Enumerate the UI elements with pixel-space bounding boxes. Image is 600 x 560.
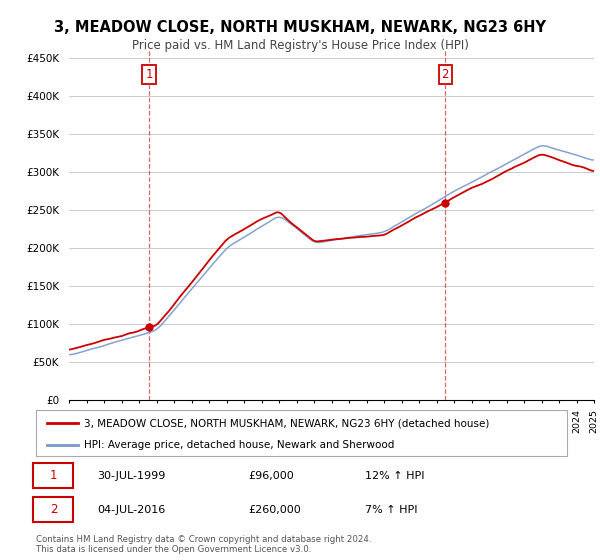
Text: HPI: Average price, detached house, Newark and Sherwood: HPI: Average price, detached house, Newa… (84, 440, 394, 450)
Text: 30-JUL-1999: 30-JUL-1999 (97, 471, 166, 481)
Text: Price paid vs. HM Land Registry's House Price Index (HPI): Price paid vs. HM Land Registry's House … (131, 39, 469, 52)
Text: 04-JUL-2016: 04-JUL-2016 (97, 505, 166, 515)
FancyBboxPatch shape (34, 497, 73, 522)
Text: £96,000: £96,000 (248, 471, 294, 481)
Text: 3, MEADOW CLOSE, NORTH MUSKHAM, NEWARK, NG23 6HY (detached house): 3, MEADOW CLOSE, NORTH MUSKHAM, NEWARK, … (84, 418, 489, 428)
Text: 2: 2 (50, 503, 57, 516)
Text: 2: 2 (442, 68, 449, 81)
FancyBboxPatch shape (34, 463, 73, 488)
Text: 3, MEADOW CLOSE, NORTH MUSKHAM, NEWARK, NG23 6HY: 3, MEADOW CLOSE, NORTH MUSKHAM, NEWARK, … (54, 20, 546, 35)
Text: 12% ↑ HPI: 12% ↑ HPI (365, 471, 425, 481)
Text: 1: 1 (145, 68, 153, 81)
Text: 7% ↑ HPI: 7% ↑ HPI (365, 505, 418, 515)
Text: Contains HM Land Registry data © Crown copyright and database right 2024.
This d: Contains HM Land Registry data © Crown c… (36, 535, 371, 554)
Text: 1: 1 (50, 469, 57, 482)
Text: £260,000: £260,000 (248, 505, 301, 515)
